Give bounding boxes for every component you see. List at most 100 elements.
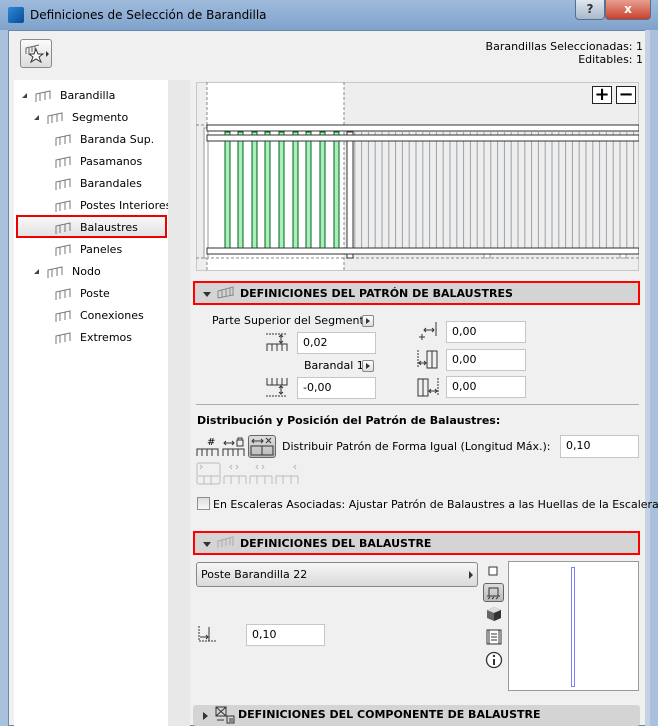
start-offset-icon — [419, 322, 437, 340]
close-button[interactable]: x — [605, 0, 651, 20]
top-offset-icon — [266, 333, 288, 351]
elevation-view-icon — [487, 587, 500, 600]
baluster-highlighted — [251, 131, 258, 253]
tree-item-paneles[interactable]: Paneles — [14, 239, 168, 261]
bottom-reference-label: Barandal 1 — [304, 359, 364, 372]
tree-item-icon — [55, 288, 71, 300]
tree-item-label: Barandilla — [60, 89, 116, 102]
tree-item-extremos[interactable]: Extremos — [14, 327, 168, 349]
tree-item-poste[interactable]: Poste — [14, 283, 168, 305]
baluster-highlighted — [305, 131, 312, 253]
app-icon — [8, 7, 24, 23]
tree-item-conexiones[interactable]: Conexiones — [14, 305, 168, 327]
tree-item-barandilla[interactable]: Barandilla — [14, 85, 168, 107]
tree-item-balaustres[interactable]: Balaustres — [14, 217, 168, 239]
left-offset-input[interactable]: 0,00 — [446, 349, 526, 371]
favorites-button[interactable] — [20, 39, 52, 68]
parameters-icon[interactable] — [486, 629, 502, 645]
3d-view-icon[interactable] — [486, 606, 502, 622]
tree-item-nodo[interactable]: Nodo — [14, 261, 168, 283]
collapse-arrow-icon — [203, 292, 211, 297]
tree-item-barandales[interactable]: Barandales — [14, 173, 168, 195]
baluster-highlighted — [278, 131, 285, 253]
elevation-view-button[interactable] — [483, 583, 504, 602]
distribution-heading: Distribución y Posición del Patrón de Ba… — [197, 414, 501, 427]
tree-item-segmento[interactable]: Segmento — [14, 107, 168, 129]
baluster-highlighted — [319, 131, 326, 253]
zoom-in-button[interactable]: + — [592, 86, 612, 104]
help-button[interactable]: ? — [575, 0, 605, 20]
distribution-value-input[interactable]: 0,10 — [560, 435, 639, 458]
baluster-object-dropdown[interactable]: Poste Barandilla 22 — [196, 562, 478, 587]
tree-item-label: Pasamanos — [80, 155, 143, 168]
scrollbar[interactable] — [645, 30, 650, 726]
settings-tree: Barandilla Segmento Baranda Sup. Pasamanos B… — [14, 80, 171, 726]
stair-adjust-label: En Escaleras Asociadas: Ajustar Patrón d… — [213, 498, 658, 511]
start-offset-input[interactable]: 0,00 — [446, 321, 526, 343]
distribute-equally-button[interactable] — [248, 435, 276, 458]
top-offset-input[interactable]: 0,02 — [297, 332, 376, 354]
info-icon[interactable] — [485, 651, 503, 669]
baluster-section-header[interactable]: DEFINICIONES DEL BALAUSTRE — [193, 531, 640, 555]
tree-item-icon — [47, 266, 63, 278]
baluster-highlighted — [237, 131, 244, 253]
expand-triangle-icon — [22, 93, 27, 98]
expand-triangle-icon — [34, 115, 39, 120]
tree-item-label: Poste — [80, 287, 110, 300]
stair-adjust-checkbox[interactable] — [197, 497, 210, 510]
splitter[interactable] — [168, 80, 190, 726]
baluster-icon — [217, 536, 234, 548]
preview-panel: + − — [196, 82, 639, 271]
expand-arrow-icon — [203, 712, 208, 720]
divider — [196, 404, 639, 405]
baluster-section-title: DEFINICIONES DEL BALAUSTRE — [240, 537, 432, 550]
selected-count: Barandillas Seleccionadas: 1 — [485, 40, 643, 53]
component-section-header[interactable]: DEFINICIONES DEL COMPONENTE DE BALAUSTRE — [193, 705, 640, 726]
baluster-highlighted — [333, 131, 340, 253]
plan-view-icon[interactable] — [487, 565, 499, 577]
tree-item-postes-interiores[interactable]: Postes Interiores — [14, 195, 171, 217]
railing-preview — [196, 82, 639, 270]
tree-item-label: Barandales — [80, 177, 142, 190]
component-section-title: DEFINICIONES DEL COMPONENTE DE BALAUSTRE — [238, 708, 541, 721]
tree-item-icon — [55, 222, 71, 234]
left-offset-icon — [417, 350, 438, 369]
tree-item-label: Baranda Sup. — [80, 133, 155, 146]
distribution-label: Distribuir Patrón de Forma Igual (Longit… — [282, 440, 551, 453]
tree-item-label: Conexiones — [80, 309, 144, 322]
editable-count: Editables: 1 — [578, 53, 643, 66]
baluster-object-name: Poste Barandilla 22 — [201, 568, 308, 581]
tree-item-label: Segmento — [72, 111, 129, 124]
component-icon — [215, 706, 235, 724]
tree-item-label: Balaustres — [80, 221, 138, 234]
tree-item-icon — [55, 134, 71, 146]
tree-item-pasamanos[interactable]: Pasamanos — [14, 151, 168, 173]
tree-item-baranda-sup-[interactable]: Baranda Sup. — [14, 129, 168, 151]
baluster-width-icon — [198, 626, 217, 642]
tree-item-icon — [55, 332, 71, 344]
pattern-section-header[interactable]: DEFINICIONES DEL PATRÓN DE BALAUSTRES — [193, 281, 640, 305]
baluster-width-input[interactable]: 0,10 — [246, 624, 325, 646]
tree-item-icon — [35, 90, 51, 102]
top-rail — [206, 124, 639, 132]
post — [346, 131, 354, 259]
bottom-offset-input[interactable]: -0,00 — [297, 377, 376, 399]
baluster-shape — [571, 567, 575, 687]
top-reference-label: Parte Superior del Segmento — [212, 314, 371, 327]
baluster-highlighted — [292, 131, 299, 253]
favorites-star-icon — [25, 44, 49, 64]
fixed-count-icon[interactable]: # — [196, 436, 220, 458]
bottom-reference-button[interactable] — [362, 360, 374, 372]
collapse-arrow-icon — [203, 542, 211, 547]
pattern-alignment-icons — [196, 462, 299, 485]
top-reference-button[interactable] — [362, 315, 374, 327]
title-bar — [0, 0, 658, 30]
right-offset-input[interactable]: 0,00 — [446, 376, 526, 398]
tree-item-icon — [55, 200, 71, 212]
fixed-distance-icon[interactable] — [222, 436, 246, 458]
zoom-out-button[interactable]: − — [616, 86, 636, 104]
submenu-arrow-icon — [469, 571, 473, 579]
tree-item-icon — [55, 310, 71, 322]
right-offset-icon — [417, 378, 439, 397]
tree-item-icon — [55, 244, 71, 256]
